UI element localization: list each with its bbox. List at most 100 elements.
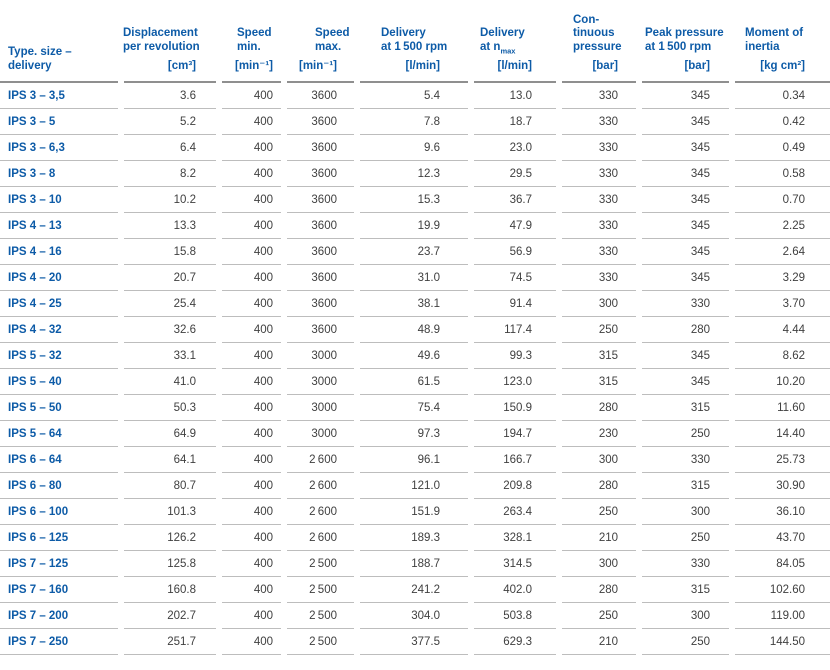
table-cell: 345 [640,265,733,291]
row-label: IPS 6 – 100 [0,499,122,525]
table-cell: 345 [640,213,733,239]
table-cell: 345 [640,343,733,369]
table-cell: 36.7 [472,187,560,213]
table-row: IPS 4 – 13 13.3 400 3600 19.9 47.9 330 345 2.25 [0,213,830,239]
table-cell: 5.4 [358,83,472,109]
table-cell: 3600 [285,135,358,161]
row-label: IPS 5 – 32 [0,343,122,369]
table-cell: 4.44 [733,317,830,343]
table-cell: 43.70 [733,525,830,551]
table-cell: 48.9 [358,317,472,343]
table-cell: 503.8 [472,603,560,629]
table-cell: 151.9 [358,499,472,525]
table-cell: 3.70 [733,291,830,317]
table-cell: 400 [220,395,285,421]
column-label: Con-tinuous pressure [573,13,622,53]
column-label: Speed min. [237,27,272,53]
table-cell: 121.0 [358,473,472,499]
table-cell: 3.6 [122,83,220,109]
table-cell: 400 [220,213,285,239]
table-row: IPS 4 – 20 20.7 400 3600 31.0 74.5 330 345 3.29 [0,265,830,291]
column-header-1: Displacement per revolution [cm³] [122,3,220,83]
row-label: IPS 4 – 25 [0,291,122,317]
table-cell: 300 [560,447,640,473]
table-cell: 345 [640,187,733,213]
table-cell: 3600 [285,161,358,187]
table-cell: 36.10 [733,499,830,525]
table-cell: 210 [560,525,640,551]
table-cell: 15.8 [122,239,220,265]
table-cell: 3600 [285,83,358,109]
table-cell: 20.7 [122,265,220,291]
table-cell: 56.9 [472,239,560,265]
table-cell: 12.3 [358,161,472,187]
table-cell: 2 600 [285,447,358,473]
table-cell: 80.7 [122,473,220,499]
table-cell: 99.3 [472,343,560,369]
table-cell: 49.6 [358,343,472,369]
table-cell: 19.9 [358,213,472,239]
table-row: IPS 3 – 3,5 3.6 400 3600 5.4 13.0 330 345 0.34 [0,83,830,109]
table-cell: 2 600 [285,525,358,551]
table-cell: 2 500 [285,603,358,629]
table-cell: 194.7 [472,421,560,447]
table-row: IPS 6 – 80 80.7 400 2 600 121.0 209.8 280 315 30… [0,473,830,499]
table-cell: 25.4 [122,291,220,317]
table-cell: 263.4 [472,499,560,525]
table-cell: 189.3 [358,525,472,551]
table-row: IPS 4 – 16 15.8 400 3600 23.7 56.9 330 345 2.64 [0,239,830,265]
table-cell: 13.3 [122,213,220,239]
table-cell: 330 [560,239,640,265]
table-cell: 15.3 [358,187,472,213]
table-cell: 0.42 [733,109,830,135]
table-cell: 330 [560,83,640,109]
table-cell: 400 [220,291,285,317]
table-cell: 304.0 [358,603,472,629]
table-cell: 150.9 [472,395,560,421]
table-cell: 330 [560,161,640,187]
table-cell: 330 [560,135,640,161]
row-label: IPS 6 – 80 [0,473,122,499]
table-cell: 280 [560,395,640,421]
column-unit: [l/min] [497,60,533,72]
table-cell: 74.5 [472,265,560,291]
table-cell: 31.0 [358,265,472,291]
table-header: Type. size – delivery Displacement per revo… [0,3,830,83]
table-cell: 400 [220,473,285,499]
table-cell: 300 [640,499,733,525]
row-label: IPS 7 – 160 [0,577,122,603]
column-label: Moment of inertia [745,27,804,53]
table-cell: 400 [220,421,285,447]
table-cell: 14.40 [733,421,830,447]
table-cell: 402.0 [472,577,560,603]
table-cell: 330 [560,109,640,135]
table-row: IPS 3 – 5 5.2 400 3600 7.8 18.7 330 345 0.42 [0,109,830,135]
table-cell: 315 [560,369,640,395]
table-row: IPS 5 – 32 33.1 400 3000 49.6 99.3 315 345 8.62 [0,343,830,369]
table-cell: 400 [220,369,285,395]
table-cell: 241.2 [358,577,472,603]
table-cell: 91.4 [472,291,560,317]
table-cell: 5.2 [122,109,220,135]
table-cell: 3000 [285,369,358,395]
table-cell: 315 [640,473,733,499]
table-cell: 250 [560,317,640,343]
table-cell: 23.7 [358,239,472,265]
table-cell: 629.3 [472,629,560,655]
table-cell: 345 [640,161,733,187]
column-unit: [bar] [684,60,710,72]
table-cell: 29.5 [472,161,560,187]
column-header-0: Type. size – delivery [0,3,122,83]
column-unit: [l/min] [405,60,441,72]
table-row: IPS 3 – 8 8.2 400 3600 12.3 29.5 330 345 0.58 [0,161,830,187]
table-cell: 345 [640,109,733,135]
table-row: IPS 5 – 64 64.9 400 3000 97.3 194.7 230 250 14.4… [0,421,830,447]
table-row: IPS 3 – 6,3 6.4 400 3600 9.6 23.0 330 345 0.49 [0,135,830,161]
table-cell: 330 [560,265,640,291]
table-cell: 250 [640,629,733,655]
table-cell: 30.90 [733,473,830,499]
table-cell: 2 500 [285,551,358,577]
table-cell: 2.25 [733,213,830,239]
table-cell: 2 600 [285,473,358,499]
table-cell: 47.9 [472,213,560,239]
